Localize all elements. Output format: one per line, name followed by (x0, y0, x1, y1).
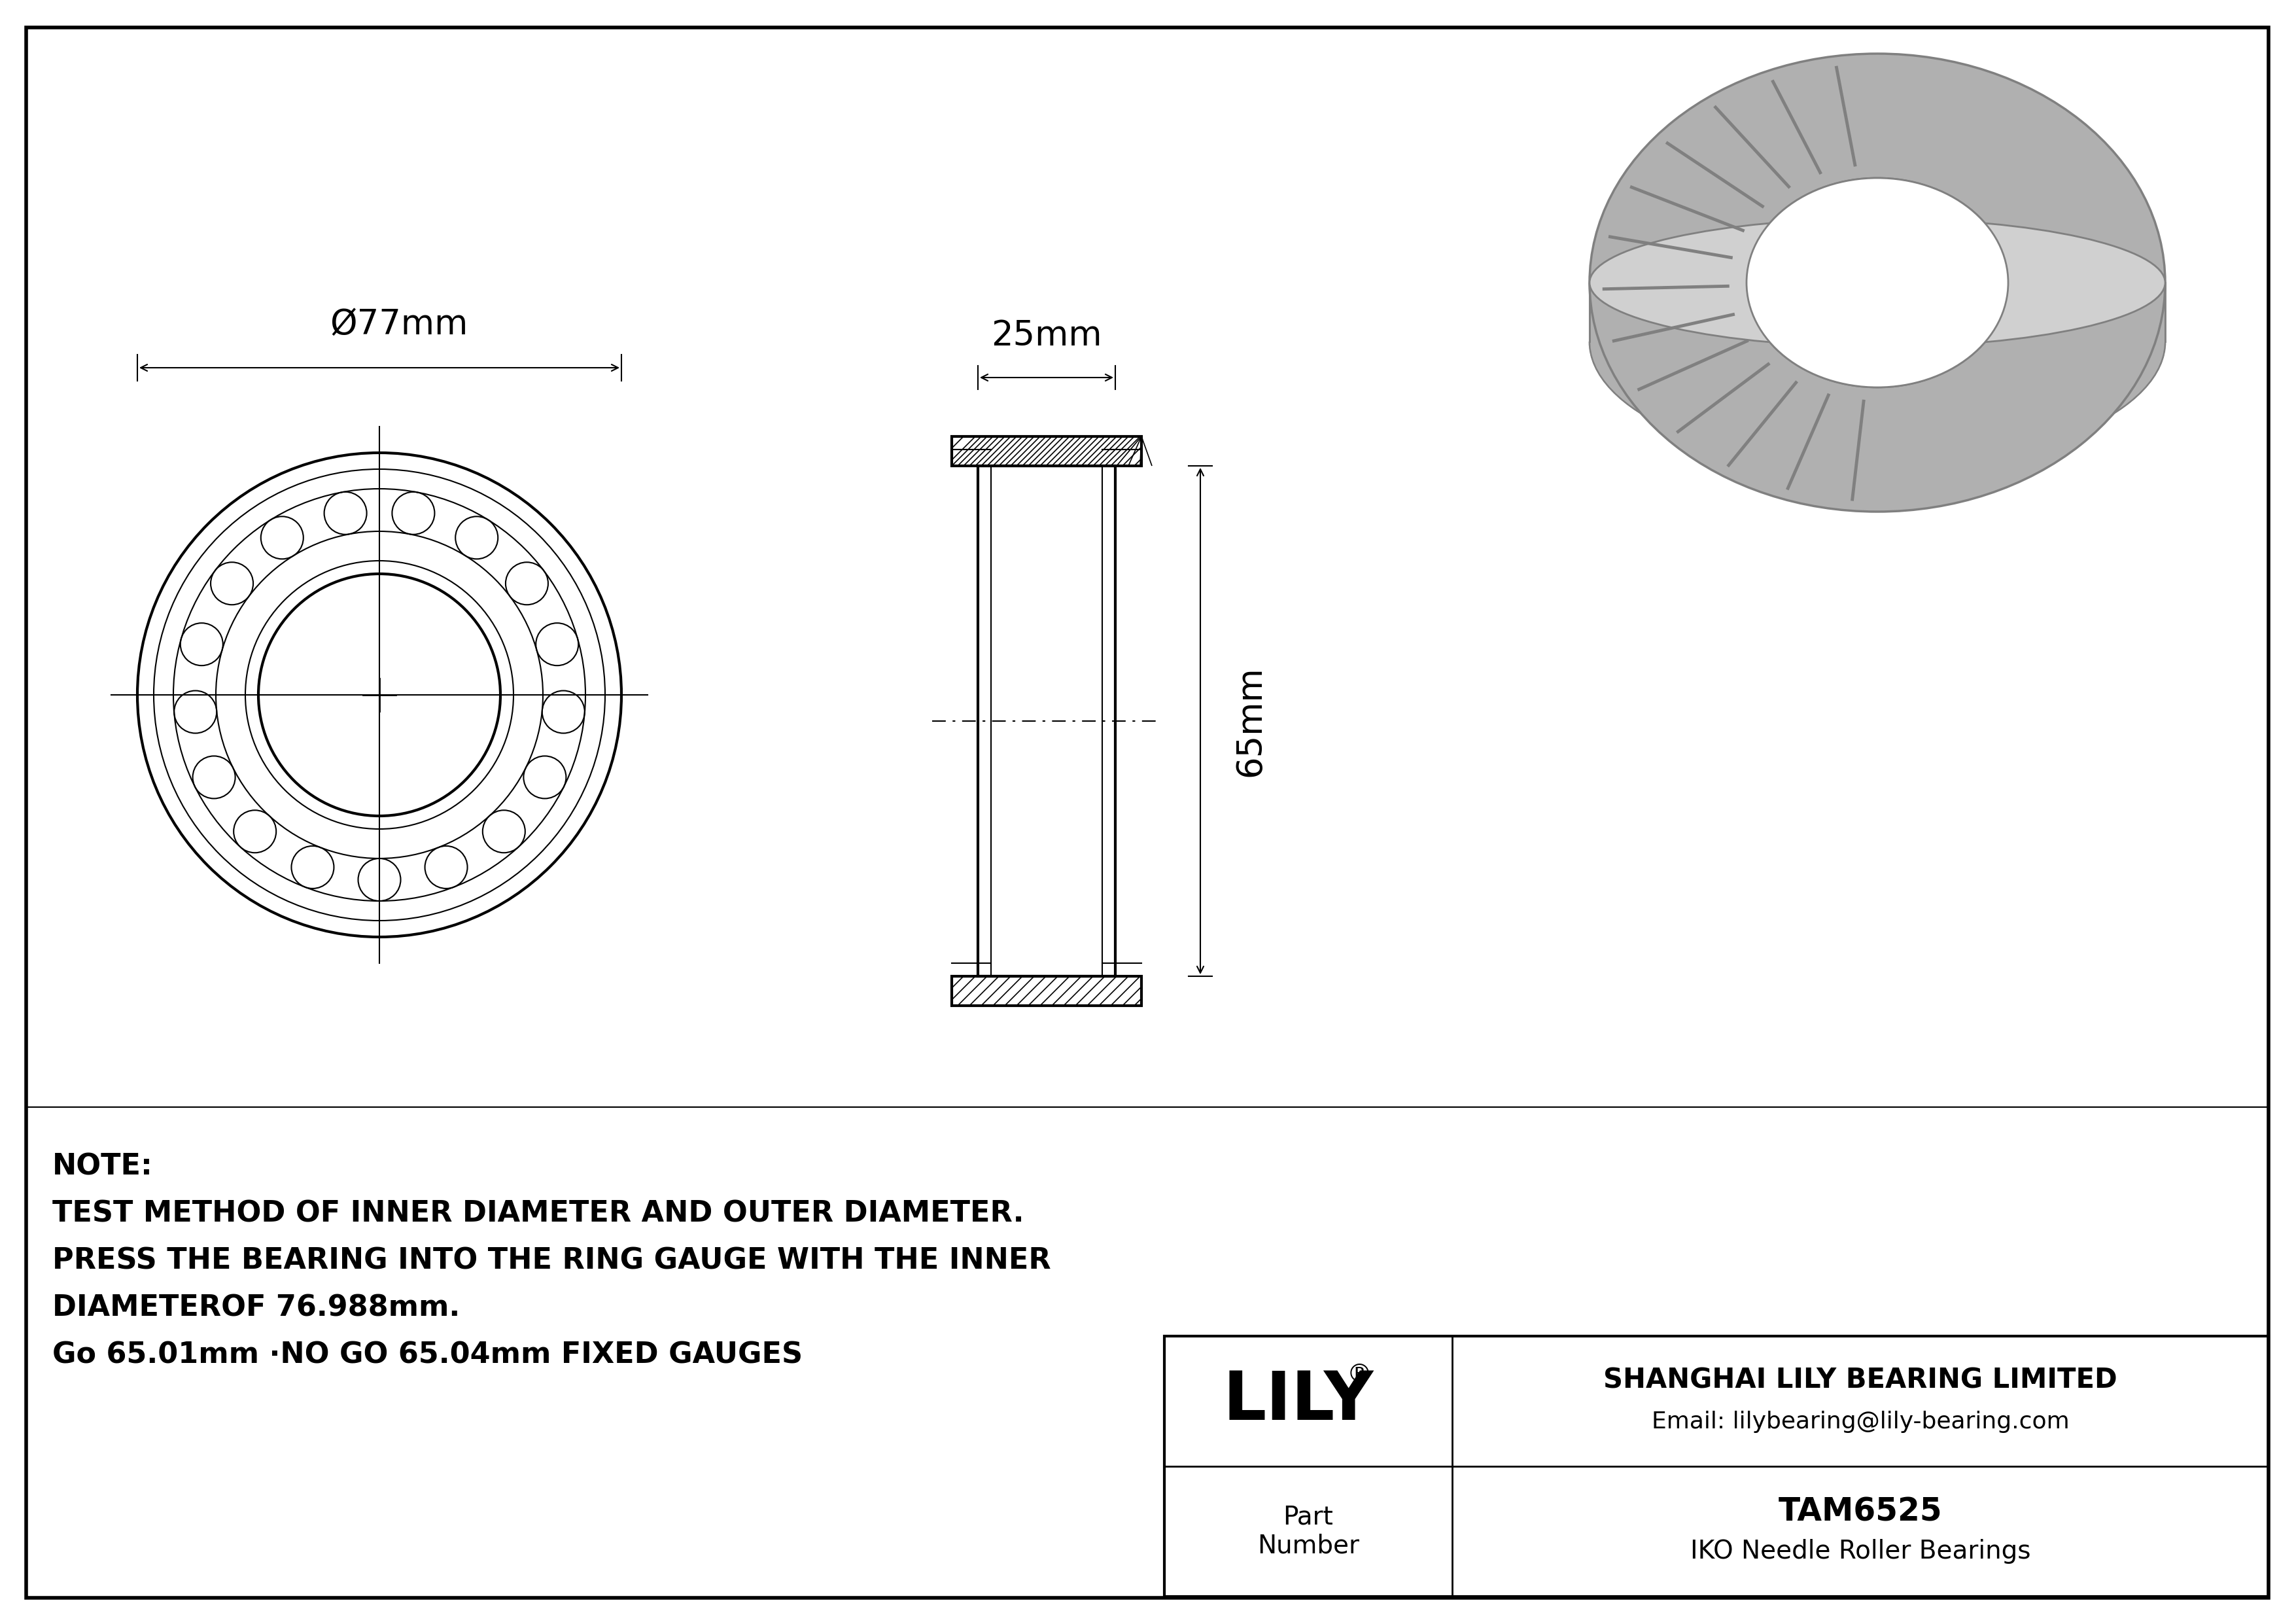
Text: TAM6525: TAM6525 (1779, 1496, 1942, 1528)
Text: Part: Part (1283, 1504, 1334, 1530)
Ellipse shape (1747, 179, 2009, 388)
Text: ®: ® (1345, 1363, 1373, 1387)
Bar (953, 976, 1141, 1005)
Text: PRESS THE BEARING INTO THE RING GAUGE WITH THE INNER: PRESS THE BEARING INTO THE RING GAUGE WI… (53, 1247, 1052, 1275)
Bar (978, 466, 1116, 976)
Text: Email: lilybearing@lily-bearing.com: Email: lilybearing@lily-bearing.com (1651, 1411, 2069, 1434)
Bar (953, 437, 1141, 466)
Text: SHANGHAI LILY BEARING LIMITED: SHANGHAI LILY BEARING LIMITED (1603, 1366, 2117, 1393)
Text: Ø77mm: Ø77mm (331, 307, 468, 341)
Text: DIAMETEROF 76.988mm.: DIAMETEROF 76.988mm. (53, 1294, 459, 1322)
Ellipse shape (1589, 219, 2165, 348)
Text: LILY: LILY (1224, 1367, 1373, 1434)
Text: IKO Needle Roller Bearings: IKO Needle Roller Bearings (1690, 1538, 2030, 1564)
Ellipse shape (1747, 179, 2009, 388)
Text: 25mm: 25mm (992, 318, 1102, 352)
Polygon shape (1589, 283, 2165, 468)
Ellipse shape (1589, 54, 2165, 512)
Text: Go 65.01mm ·NO GO 65.04mm FIXED GAUGES: Go 65.01mm ·NO GO 65.04mm FIXED GAUGES (53, 1341, 804, 1369)
Text: TEST METHOD OF INNER DIAMETER AND OUTER DIAMETER.: TEST METHOD OF INNER DIAMETER AND OUTER … (53, 1200, 1024, 1228)
Bar (1164, 1337, 2268, 1596)
Text: NOTE:: NOTE: (53, 1153, 154, 1181)
Text: Number: Number (1258, 1533, 1359, 1559)
Ellipse shape (1747, 253, 2009, 312)
Text: 65mm: 65mm (1233, 666, 1267, 776)
